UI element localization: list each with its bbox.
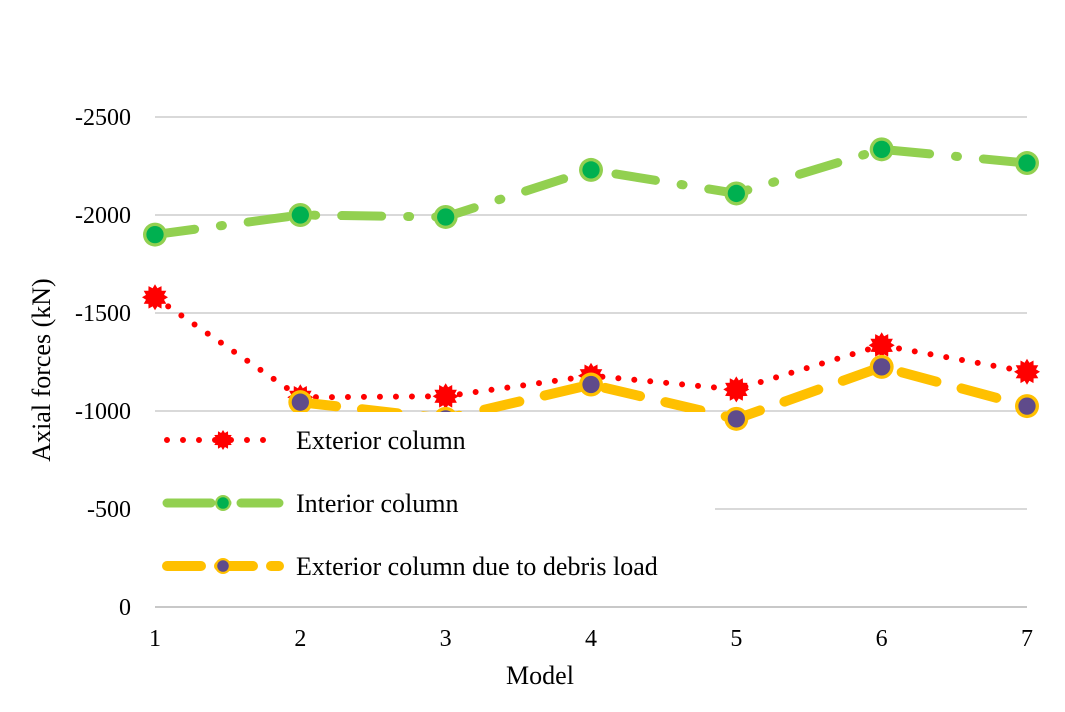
data-point xyxy=(582,161,600,179)
data-point xyxy=(873,140,891,158)
data-point xyxy=(727,184,745,203)
y-tick-labels: 0 -500 -1000 -1500 -2000 -2500 xyxy=(75,105,131,621)
legend: Exterior column Interior column Exterior c… xyxy=(155,412,715,592)
x-tick-label: 3 xyxy=(440,626,452,652)
y-tick-label: -2000 xyxy=(75,203,131,229)
y-tick-label: -500 xyxy=(87,497,131,523)
data-point xyxy=(142,284,168,311)
legend-label: Exterior column xyxy=(296,426,466,455)
series-layer xyxy=(142,137,1040,431)
data-point xyxy=(873,358,891,376)
y-axis-title: Axial forces (kN) xyxy=(27,278,56,461)
legend-swatch-marker xyxy=(217,560,229,572)
data-point xyxy=(1018,397,1036,415)
y-tick-label: -1000 xyxy=(75,399,131,425)
data-point xyxy=(146,225,164,244)
y-tick-label: 0 xyxy=(119,595,131,621)
legend-swatch-marker xyxy=(217,497,229,509)
x-axis-title: Model xyxy=(506,661,574,690)
data-point xyxy=(432,383,459,410)
data-point xyxy=(868,332,895,359)
x-tick-label: 1 xyxy=(149,626,161,652)
legend-swatch-marker xyxy=(213,430,233,450)
data-point xyxy=(727,410,745,428)
series-2 xyxy=(143,137,1039,247)
x-tick-label: 7 xyxy=(1021,626,1033,652)
x-tick-label: 4 xyxy=(585,626,597,652)
data-point xyxy=(1018,154,1036,172)
data-point xyxy=(291,206,309,224)
x-tick-label: 2 xyxy=(294,626,306,652)
data-point xyxy=(723,376,750,403)
data-point xyxy=(1014,358,1040,385)
x-tick-label: 5 xyxy=(730,626,742,652)
x-tick-label: 6 xyxy=(876,626,888,652)
y-tick-label: -2500 xyxy=(75,105,131,131)
legend-label: Interior column xyxy=(296,489,458,518)
data-point xyxy=(582,375,600,394)
data-point xyxy=(291,393,309,411)
legend-label: Exterior column due to debris load xyxy=(296,552,658,581)
x-tick-labels: 1 2 3 4 5 6 7 xyxy=(149,626,1033,652)
data-point xyxy=(437,208,455,226)
y-tick-label: -1500 xyxy=(75,301,131,327)
